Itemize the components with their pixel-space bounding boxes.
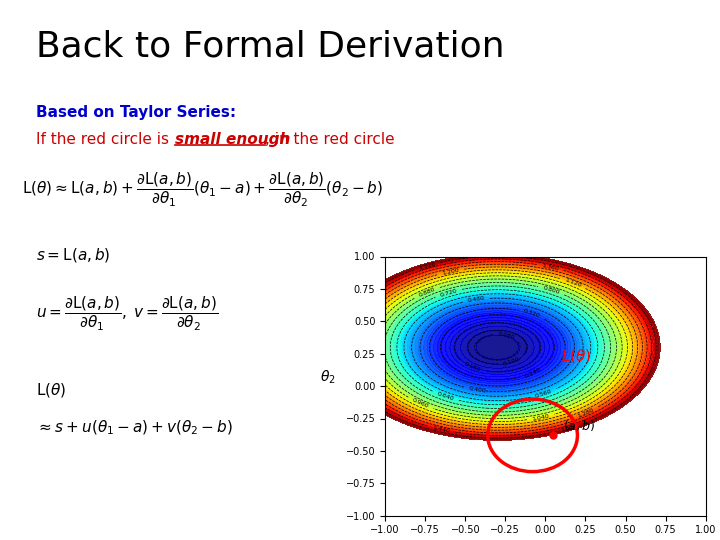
Y-axis label: $\theta_2$: $\theta_2$ xyxy=(320,369,336,386)
Text: Back to Formal Derivation: Back to Formal Derivation xyxy=(36,30,505,64)
Text: 1.200: 1.200 xyxy=(441,267,459,276)
Text: small enough: small enough xyxy=(175,132,290,147)
Text: $u = \dfrac{\partial\mathrm{L}(a,b)}{\partial\theta_1},\; v = \dfrac{\partial\ma: $u = \dfrac{\partial\mathrm{L}(a,b)}{\pa… xyxy=(36,294,218,333)
Text: $L(\theta)$: $L(\theta)$ xyxy=(562,347,592,364)
Text: $\mathrm{L}(\theta) \approx \mathrm{L}(a,b) + \dfrac{\partial\mathrm{L}(a,b)}{\p: $\mathrm{L}(\theta) \approx \mathrm{L}(a… xyxy=(22,170,383,208)
Text: 0.480: 0.480 xyxy=(467,296,485,303)
Text: 0.100: 0.100 xyxy=(503,356,521,367)
Text: 0.320: 0.320 xyxy=(523,308,541,319)
Text: 1.120: 1.120 xyxy=(564,278,582,288)
Text: 1.526: 1.526 xyxy=(561,423,579,433)
Text: If the red circle is: If the red circle is xyxy=(36,132,174,147)
Text: 1.360: 1.360 xyxy=(541,263,559,272)
Text: 0.800: 0.800 xyxy=(542,285,560,295)
Text: 1.526: 1.526 xyxy=(418,261,436,271)
Text: 1.440: 1.440 xyxy=(432,425,450,434)
Text: 1.040: 1.040 xyxy=(531,413,549,422)
Text: 0.400: 0.400 xyxy=(469,386,487,394)
Text: $\mathrm{L}(\theta)$: $\mathrm{L}(\theta)$ xyxy=(36,381,66,399)
Text: $s = \mathrm{L}(a,b)$: $s = \mathrm{L}(a,b)$ xyxy=(36,246,111,264)
Text: 0.560: 0.560 xyxy=(535,388,553,399)
Text: $\approx s + u(\theta_1 - a) + v(\theta_2 - b)$: $\approx s + u(\theta_1 - a) + v(\theta_… xyxy=(36,418,233,437)
Text: 0.240: 0.240 xyxy=(524,367,542,379)
Text: 0.080: 0.080 xyxy=(498,330,516,340)
Text: 0.640: 0.640 xyxy=(436,391,454,402)
Text: 0.960: 0.960 xyxy=(412,397,430,409)
Text: 1.280: 1.280 xyxy=(577,407,595,419)
Text: Based on Taylor Series:: Based on Taylor Series: xyxy=(36,105,236,120)
Text: 0.880: 0.880 xyxy=(418,287,436,298)
Text: 0.720: 0.720 xyxy=(439,288,458,298)
Text: 0.160: 0.160 xyxy=(463,362,481,373)
Text: $(a,b)$: $(a,b)$ xyxy=(563,418,595,433)
Text: , in the red circle: , in the red circle xyxy=(265,132,395,147)
